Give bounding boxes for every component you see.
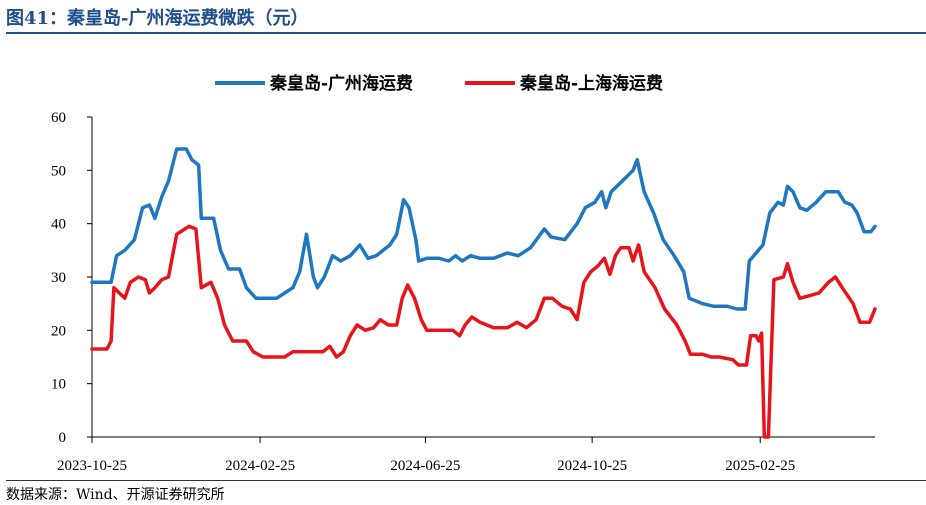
y-tick-label: 30 [51,270,66,286]
legend: 秦皇岛-广州海运费 秦皇岛-上海海运费 [215,73,663,94]
y-tick-label: 20 [51,323,66,339]
y-tick-label: 40 [51,217,66,233]
y-tick-label: 50 [51,163,66,179]
title-rule [6,32,926,34]
source-rule [6,480,926,481]
x-tick-label: 2024-02-25 [225,458,295,474]
y-tick-label: 60 [51,110,66,126]
plot-area [90,147,877,439]
figure-title: 图41：秦皇岛-广州海运费微跌（元） [6,8,309,29]
x-tick-label: 2024-10-25 [557,458,627,474]
x-axis: 2023-10-25 2024-02-25 2024-06-25 2024-10-25… [57,436,875,474]
series-line-guangzhou [90,147,877,311]
x-tick-label: 2023-10-25 [57,458,127,474]
line-chart: 秦皇岛-广州海运费 秦皇岛-上海海运费 0 10 20 30 40 50 60 2023-1… [51,73,877,474]
legend-label-shanghai: 秦皇岛-上海海运费 [520,73,663,94]
y-axis: 0 10 20 30 40 50 60 [51,110,93,446]
y-tick-label: 0 [59,430,67,446]
y-tick-label: 10 [51,377,66,393]
x-tick-label: 2024-06-25 [390,458,460,474]
legend-label-guangzhou: 秦皇岛-广州海运费 [270,73,413,94]
series-line-shanghai [90,224,877,439]
x-tick-label: 2025-02-25 [725,458,795,474]
source-note: 数据来源：Wind、开源证券研究所 [6,487,225,503]
